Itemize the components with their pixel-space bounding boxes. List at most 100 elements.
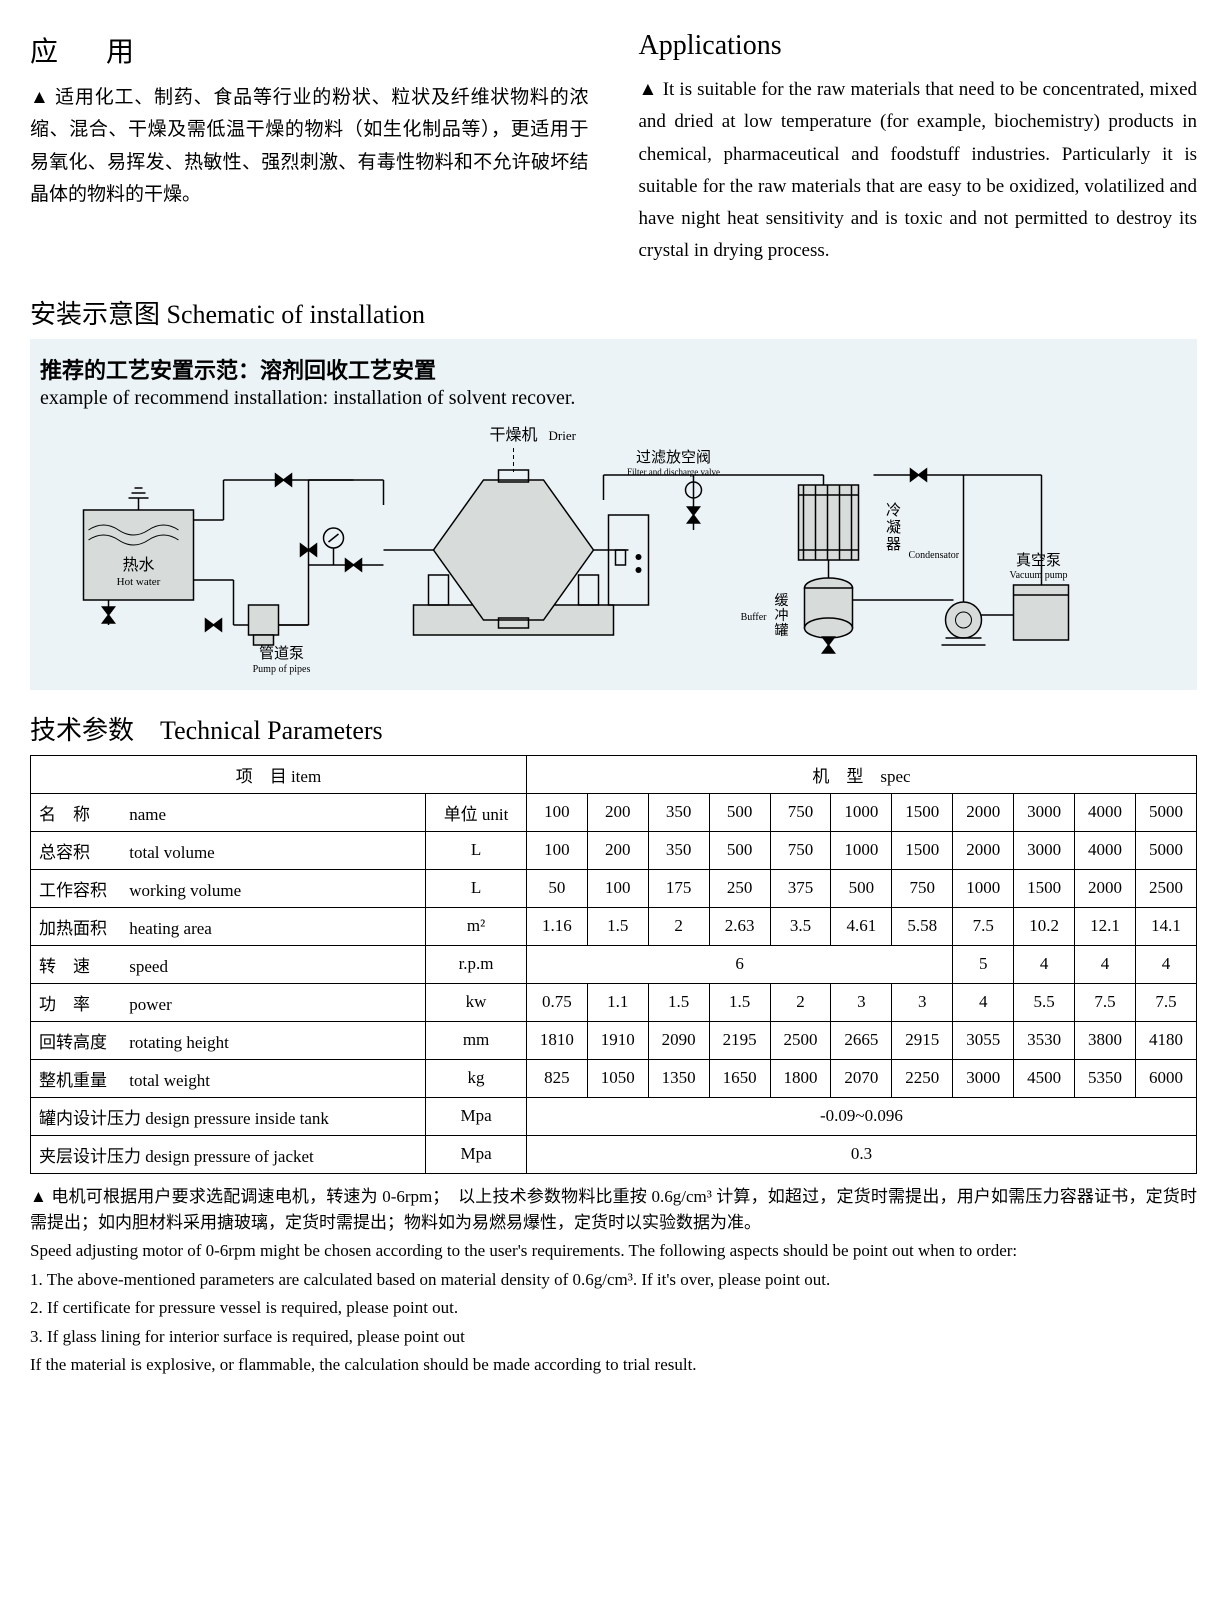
row-val: 3000 bbox=[1014, 831, 1075, 869]
th-spec-val: 500 bbox=[709, 793, 770, 831]
svg-text:冷: 冷 bbox=[886, 502, 901, 519]
svg-text:Buffer: Buffer bbox=[741, 612, 768, 623]
row-val: 12.1 bbox=[1075, 907, 1136, 945]
row-val: 4 bbox=[1014, 945, 1075, 983]
row-val: 3800 bbox=[1075, 1021, 1136, 1059]
row-val: -0.09~0.096 bbox=[526, 1097, 1196, 1135]
th-item: 项 目 item bbox=[31, 755, 527, 793]
row-val: 4180 bbox=[1135, 1021, 1196, 1059]
row-val: 750 bbox=[892, 869, 953, 907]
row-val: 4 bbox=[1075, 945, 1136, 983]
table-row: 整机重量 total weightkg825105013501650180020… bbox=[31, 1059, 1197, 1097]
row-name: 功 率 power bbox=[31, 983, 426, 1021]
row-val: 4500 bbox=[1014, 1059, 1075, 1097]
svg-text:管道泵: 管道泵 bbox=[259, 645, 304, 662]
row-unit: L bbox=[426, 869, 527, 907]
row-val: 2250 bbox=[892, 1059, 953, 1097]
svg-text:过滤放空阀: 过滤放空阀 bbox=[636, 449, 711, 466]
svg-text:Pump of pipes: Pump of pipes bbox=[253, 664, 311, 675]
row-val: 2.63 bbox=[709, 907, 770, 945]
row-val: 2000 bbox=[1075, 869, 1136, 907]
notes-en-line: Speed adjusting motor of 0-6rpm might be… bbox=[30, 1238, 1197, 1264]
row-val: 4 bbox=[953, 983, 1014, 1021]
row-val: 2500 bbox=[1135, 869, 1196, 907]
row-val: 1000 bbox=[831, 831, 892, 869]
row-val: 0.3 bbox=[526, 1135, 1196, 1173]
row-val: 5 bbox=[953, 945, 1014, 983]
row-val: 2000 bbox=[953, 831, 1014, 869]
table-row: 功 率 powerkw0.751.11.51.523345.57.57.5 bbox=[31, 983, 1197, 1021]
row-val: 5350 bbox=[1075, 1059, 1136, 1097]
applications-section: 应 用 适用化工、制药、食品等行业的粉状、粒状及纤维状物料的浓缩、混合、干燥及需… bbox=[30, 30, 1197, 274]
row-val: 750 bbox=[770, 831, 831, 869]
row-name: 罐内设计压力 design pressure inside tank bbox=[31, 1097, 426, 1135]
row-val: 1.16 bbox=[526, 907, 587, 945]
row-val: 5000 bbox=[1135, 831, 1196, 869]
table-row: 回转高度 rotating heightmm181019102090219525… bbox=[31, 1021, 1197, 1059]
table-row: 罐内设计压力 design pressure inside tankMpa-0.… bbox=[31, 1097, 1197, 1135]
svg-text:冲: 冲 bbox=[775, 608, 789, 624]
schematic-sub-cn: 推荐的工艺安置示范：溶剂回收工艺安置 bbox=[40, 353, 1187, 385]
th-spec: 机 型 spec bbox=[526, 755, 1196, 793]
th-spec-val: 3000 bbox=[1014, 793, 1075, 831]
row-val: 250 bbox=[709, 869, 770, 907]
row-name: 工作容积 working volume bbox=[31, 869, 426, 907]
svg-text:Drier: Drier bbox=[549, 428, 577, 443]
row-val: 7.5 bbox=[1135, 983, 1196, 1021]
svg-text:Condensator: Condensator bbox=[909, 550, 960, 561]
app-title-en: Applications bbox=[639, 30, 1198, 62]
row-val: 100 bbox=[587, 869, 648, 907]
row-val: 1.1 bbox=[587, 983, 648, 1021]
row-unit: mm bbox=[426, 1021, 527, 1059]
row-val: 10.2 bbox=[1014, 907, 1075, 945]
row-val: 5.5 bbox=[1014, 983, 1075, 1021]
th-unit: 单位 unit bbox=[426, 793, 527, 831]
row-val: 1000 bbox=[953, 869, 1014, 907]
applications-cn: 应 用 适用化工、制药、食品等行业的粉状、粒状及纤维状物料的浓缩、混合、干燥及需… bbox=[30, 30, 589, 274]
row-val: 175 bbox=[648, 869, 709, 907]
row-name: 整机重量 total weight bbox=[31, 1059, 426, 1097]
row-val: 4.61 bbox=[831, 907, 892, 945]
row-val: 1500 bbox=[892, 831, 953, 869]
svg-text:器: 器 bbox=[886, 537, 901, 553]
schematic-sub-en: example of recommend installation: insta… bbox=[40, 387, 1187, 410]
params-table: 项 目 item机 型 spec名 称 name单位 unit100200350… bbox=[30, 755, 1197, 1174]
row-val: 1800 bbox=[770, 1059, 831, 1097]
row-val: 7.5 bbox=[953, 907, 1014, 945]
table-row: 工作容积 working volumeL50100175250375500750… bbox=[31, 869, 1197, 907]
row-val: 3 bbox=[892, 983, 953, 1021]
row-val: 100 bbox=[526, 831, 587, 869]
th-name: 名 称 name bbox=[31, 793, 426, 831]
schematic-heading: 安装示意图 Schematic of installation bbox=[30, 294, 1197, 331]
th-spec-val: 750 bbox=[770, 793, 831, 831]
row-val: 2195 bbox=[709, 1021, 770, 1059]
row-val: 1050 bbox=[587, 1059, 648, 1097]
row-val: 500 bbox=[831, 869, 892, 907]
row-val: 2070 bbox=[831, 1059, 892, 1097]
app-body-cn: 适用化工、制药、食品等行业的粉状、粒状及纤维状物料的浓缩、混合、干燥及需低温干燥… bbox=[30, 82, 589, 211]
notes-en-line: If the material is explosive, or flammab… bbox=[30, 1352, 1197, 1378]
row-name: 总容积 total volume bbox=[31, 831, 426, 869]
row-val: 2500 bbox=[770, 1021, 831, 1059]
row-unit: Mpa bbox=[426, 1097, 527, 1135]
schematic-box: 推荐的工艺安置示范：溶剂回收工艺安置 example of recommend … bbox=[30, 339, 1197, 690]
row-unit: r.p.m bbox=[426, 945, 527, 983]
row-val: 6000 bbox=[1135, 1059, 1196, 1097]
row-val: 350 bbox=[648, 831, 709, 869]
row-val: 3 bbox=[831, 983, 892, 1021]
svg-text:真空泵: 真空泵 bbox=[1016, 551, 1061, 569]
row-val: 4000 bbox=[1075, 831, 1136, 869]
notes-en-line: 1. The above-mentioned parameters are ca… bbox=[30, 1267, 1197, 1293]
row-name: 转 速 speed bbox=[31, 945, 426, 983]
row-val: 2915 bbox=[892, 1021, 953, 1059]
notes-section: ▲ 电机可根据用户要求选配调速电机，转速为 0-6rpm； 以上技术参数物料比重… bbox=[30, 1184, 1197, 1378]
th-spec-val: 200 bbox=[587, 793, 648, 831]
row-val: 14.1 bbox=[1135, 907, 1196, 945]
notes-en-line: 3. If glass lining for interior surface … bbox=[30, 1324, 1197, 1350]
svg-text:凝: 凝 bbox=[886, 519, 901, 536]
row-val: 375 bbox=[770, 869, 831, 907]
notes-en-line: 2. If certificate for pressure vessel is… bbox=[30, 1295, 1197, 1321]
row-val: 500 bbox=[709, 831, 770, 869]
row-unit: L bbox=[426, 831, 527, 869]
notes-cn: ▲ 电机可根据用户要求选配调速电机，转速为 0-6rpm； 以上技术参数物料比重… bbox=[30, 1184, 1197, 1237]
